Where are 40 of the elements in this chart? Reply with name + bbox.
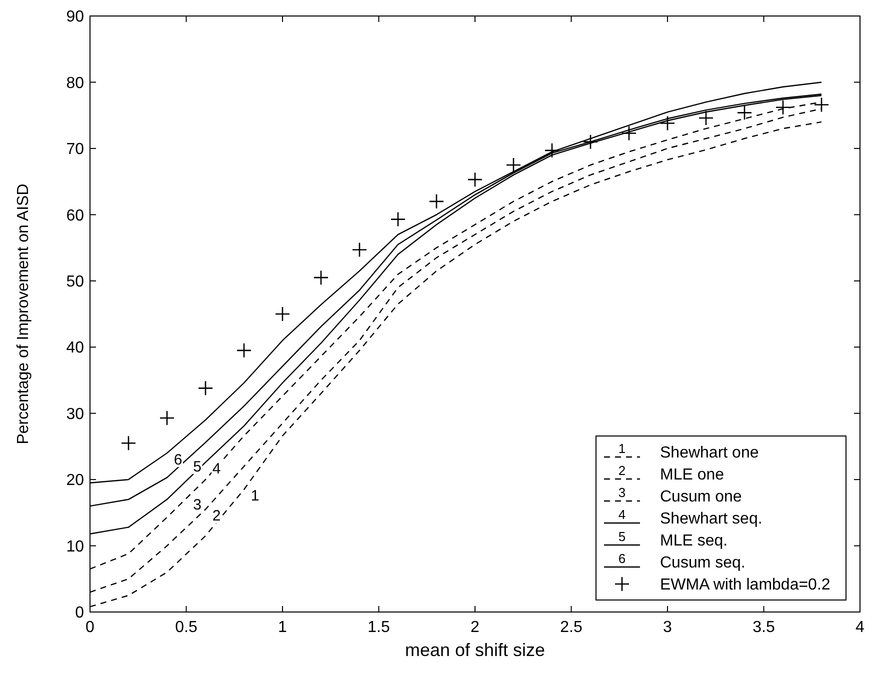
y-tick-label: 70: [66, 141, 84, 158]
legend-label: Shewhart one: [660, 444, 759, 462]
text: 5: [618, 529, 626, 544]
legend-label: MLE one: [660, 466, 724, 484]
x-tick-label: 1.5: [368, 619, 390, 636]
x-tick-label: 2.5: [560, 619, 582, 636]
y-tick-label: 0: [75, 604, 84, 622]
x-tick-label: 0: [86, 619, 95, 636]
text: 1: [618, 441, 626, 456]
y-tick-label: 30: [66, 406, 84, 423]
legend-label: Shewhart seq.: [660, 510, 762, 528]
text: 3: [618, 485, 626, 500]
annotation: 3: [193, 496, 202, 514]
y-tick-label: 80: [66, 74, 84, 92]
x-tick-label: 1: [278, 619, 288, 636]
y-axis-title: Percentage of Improvement on AISD: [15, 184, 32, 444]
x-tick-label: 2: [470, 619, 480, 636]
y-tick-label: 10: [66, 538, 84, 556]
x-tick-label: 0.5: [175, 619, 198, 636]
annotation: 5: [193, 458, 202, 476]
text: 4: [618, 507, 626, 522]
text: 6: [618, 551, 626, 566]
x-tick-label: 3: [663, 619, 672, 636]
annotation: 2: [212, 508, 221, 525]
legend-label: EWMA with lambda=0.2: [660, 576, 830, 594]
x-tick-label: 4: [856, 619, 865, 636]
y-tick-label: 40: [66, 340, 84, 357]
legend-label: MLE seq.: [660, 532, 728, 550]
annotation: 4: [212, 460, 221, 478]
y-tick-label: 60: [66, 207, 84, 224]
legend-label: Cusum one: [660, 488, 742, 506]
x-axis-title: mean of shift size: [404, 640, 546, 660]
x-tick-label: 3.5: [752, 619, 775, 636]
annotation: 6: [174, 451, 182, 468]
legend-label: Cusum seq.: [660, 554, 746, 572]
y-tick-label: 50: [66, 273, 84, 290]
text: 2: [618, 463, 626, 478]
y-tick-label: 20: [66, 472, 84, 490]
y-tick-label: 90: [66, 8, 84, 26]
annotation: 1: [250, 488, 260, 505]
